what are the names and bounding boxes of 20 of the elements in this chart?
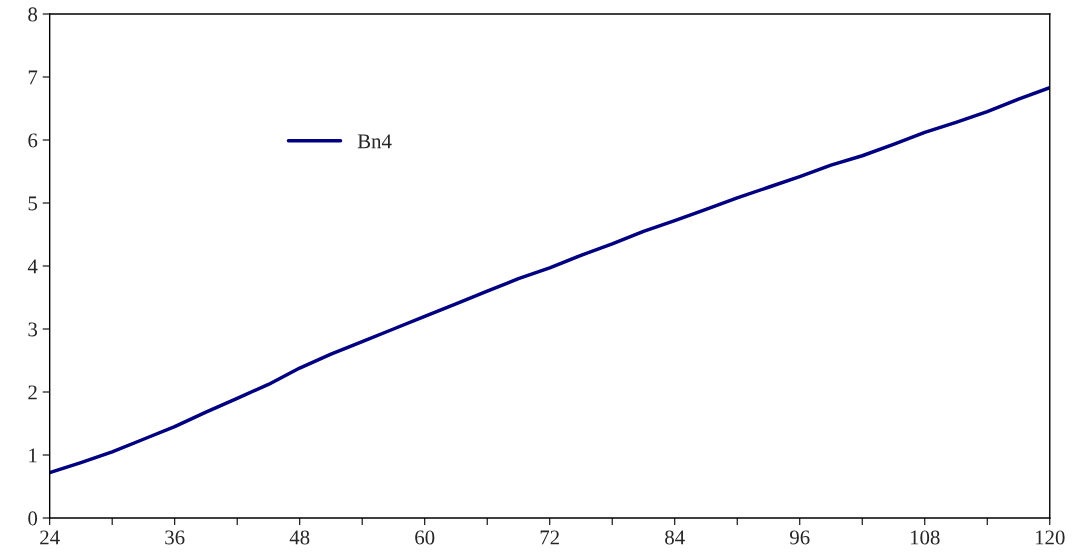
y-tick-label: 4 (27, 259, 38, 274)
y-tick-label: 8 (28, 7, 38, 22)
x-tick-label: 72 (540, 530, 559, 545)
x-tick-label: 48 (289, 530, 310, 545)
line-series (49, 85, 1050, 475)
x-tick-label: 108 (910, 530, 940, 545)
y-tick-label: 6 (28, 133, 38, 148)
y-tick-label: 7 (28, 70, 38, 85)
y-tick-label: 2 (28, 385, 37, 400)
y-tick-label: 3 (28, 322, 38, 337)
x-tick-label: 24 (40, 530, 60, 545)
legend-label: Bn4 (357, 134, 392, 149)
y-tick-label: 1 (29, 448, 37, 463)
x-tick-label: 96 (789, 530, 810, 545)
y-tick-label: 0 (28, 511, 38, 526)
x-tick-label: 84 (665, 530, 685, 545)
x-tick-label: 60 (415, 530, 435, 545)
y-tick-label: 5 (28, 196, 38, 211)
x-tick-label: 120 (1035, 530, 1065, 545)
x-tick-label: 36 (165, 530, 185, 545)
